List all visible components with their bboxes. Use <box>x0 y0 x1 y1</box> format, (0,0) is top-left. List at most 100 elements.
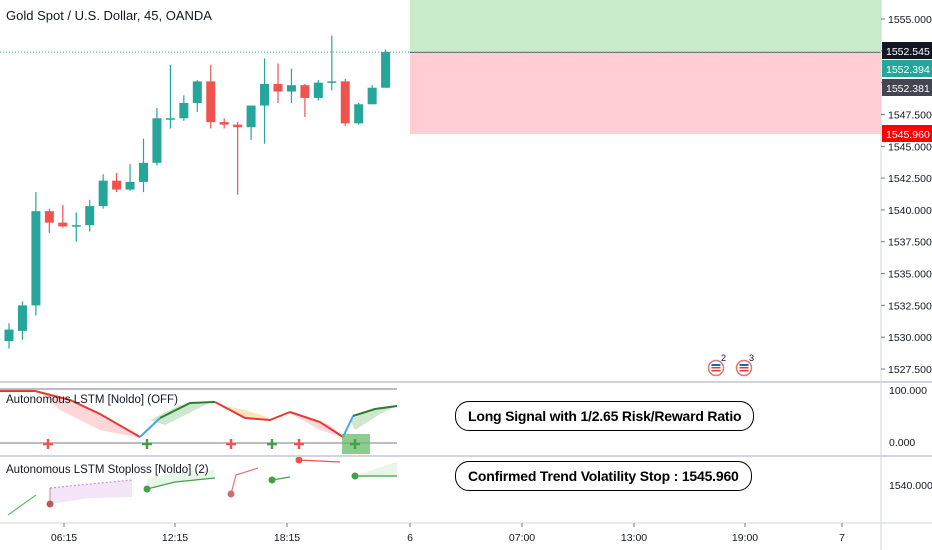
candle-body <box>354 104 364 124</box>
price-label-text: 1552.381 <box>886 83 930 95</box>
candle <box>273 63 283 103</box>
candle <box>381 49 391 88</box>
stop-dot <box>143 485 151 493</box>
price-label-box <box>882 60 932 77</box>
candle <box>44 208 54 233</box>
candle-body <box>152 118 162 163</box>
price-label: 1552.381 <box>882 79 932 96</box>
candle-body <box>112 180 122 190</box>
volatility-stop-callout: Confirmed Trend Volatility Stop : 1545.9… <box>455 461 752 491</box>
lstm-cross-line <box>139 417 161 438</box>
candle <box>286 68 296 103</box>
candle <box>192 80 202 112</box>
stop-zone <box>410 52 881 135</box>
candle <box>233 122 243 195</box>
candle-body <box>192 81 202 103</box>
lstm-signal-cross <box>43 439 53 449</box>
time-tick-label: 7 <box>839 532 845 544</box>
long-signal-callout: Long Signal with 1/2.65 Risk/Reward Rati… <box>455 401 755 431</box>
stop-dot <box>268 476 276 484</box>
candle-body <box>71 225 81 227</box>
candle <box>112 173 122 193</box>
lstm-signal-cross <box>226 439 236 449</box>
lstm-fill <box>220 405 270 420</box>
candle <box>17 301 27 340</box>
candle-body <box>381 52 391 88</box>
candle-body <box>340 81 350 124</box>
candle <box>71 212 81 242</box>
candle <box>58 204 68 228</box>
lstm-bull-fill <box>350 406 397 430</box>
stop-line <box>146 477 216 490</box>
candle <box>179 95 189 121</box>
price-tick-label: 1537.500 <box>888 237 932 249</box>
lstm-cross-line <box>342 415 354 438</box>
candle-body <box>31 211 41 306</box>
candle <box>125 164 135 191</box>
candle <box>165 64 175 129</box>
price-label-box <box>882 125 932 142</box>
candle <box>300 83 310 117</box>
chart-title: Gold Spot / U.S. Dollar, 45, OANDA <box>6 8 212 23</box>
lstm-bull-fill <box>150 400 215 425</box>
price-tick-label: 1555.000 <box>888 14 932 26</box>
time-tick-label: 06:15 <box>51 532 77 544</box>
time-tick-label: 18:15 <box>274 532 300 544</box>
target-zone <box>410 0 881 53</box>
candle <box>354 103 364 125</box>
lstm-signal-cross <box>267 439 277 449</box>
candle <box>313 80 323 101</box>
candle <box>340 78 350 126</box>
time-tick-label: 07:00 <box>509 532 535 544</box>
stop-dot <box>295 456 303 464</box>
lstm-bear-fill <box>40 392 140 438</box>
candle-body <box>44 211 54 223</box>
candle-body <box>206 81 216 123</box>
lstm-bear-fill <box>290 413 345 438</box>
candle-body <box>233 124 243 128</box>
candle <box>152 108 162 166</box>
candle <box>246 105 256 140</box>
candle-body <box>179 103 189 119</box>
candle-body <box>98 180 108 207</box>
candle-body <box>4 329 14 341</box>
stop-line <box>49 479 133 489</box>
candle-body <box>327 81 337 83</box>
candle <box>85 199 95 232</box>
us-flag-event-icon[interactable]: 2 <box>707 353 727 377</box>
candle-body <box>260 83 270 106</box>
candle-body <box>313 82 323 98</box>
us-flag-event-icon[interactable]: 3 <box>735 353 755 377</box>
lstm-line <box>289 411 344 438</box>
candle <box>206 64 216 129</box>
candle-body <box>367 87 377 105</box>
stop-dot <box>351 472 359 480</box>
stoploss-axis-tick: 1540.000 <box>889 480 932 492</box>
stop-dot <box>46 500 54 508</box>
candle <box>4 323 14 349</box>
candle-body <box>17 305 27 331</box>
price-label: 1552.394 <box>882 60 932 77</box>
lstm-signal-cross <box>294 439 304 449</box>
candle-body <box>58 222 68 227</box>
price-label: 1552.545 <box>882 42 932 59</box>
time-tick-label: 13:00 <box>621 532 647 544</box>
candle-body <box>300 85 310 98</box>
stop-line <box>7 494 37 516</box>
price-tick-label: 1540.000 <box>888 205 932 217</box>
price-tick-label: 1542.500 <box>888 173 932 185</box>
candle-body <box>125 181 135 190</box>
candle <box>98 174 108 209</box>
stoploss-pane-title: Autonomous LSTM Stoploss [Noldo] (2) <box>6 464 209 476</box>
price-tick-label: 1545.000 <box>888 141 932 153</box>
lstm-line <box>214 401 291 422</box>
candle-body <box>286 85 296 92</box>
stop-dot <box>227 490 235 498</box>
candle-body <box>165 118 175 120</box>
candle-body <box>139 162 148 182</box>
price-label-text: 1545.960 <box>886 129 930 141</box>
lstm-line <box>352 405 398 417</box>
lstm-line <box>0 390 141 438</box>
price-tick-label: 1527.500 <box>888 364 932 376</box>
